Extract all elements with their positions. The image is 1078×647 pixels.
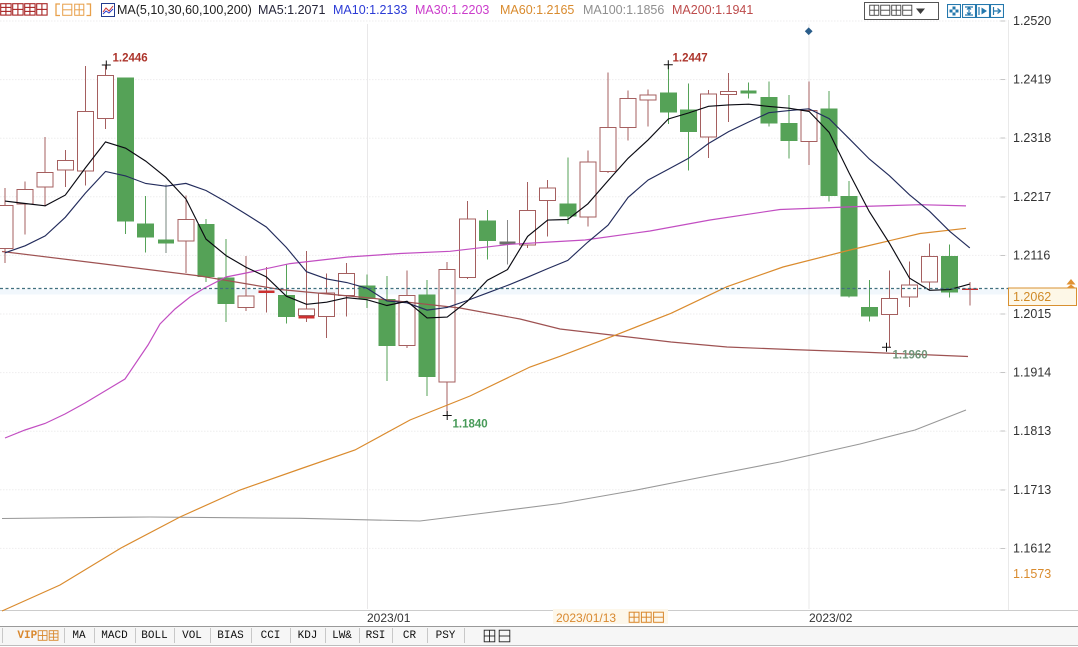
svg-text:1.1713: 1.1713 bbox=[1013, 483, 1051, 497]
svg-text:1.1573: 1.1573 bbox=[1013, 567, 1051, 581]
svg-text:1.2015: 1.2015 bbox=[1013, 307, 1051, 321]
svg-text:1.2318: 1.2318 bbox=[1013, 131, 1051, 145]
svg-text:1.1914: 1.1914 bbox=[1013, 366, 1051, 380]
svg-text:1.2520: 1.2520 bbox=[1013, 14, 1051, 28]
svg-text:1.2062: 1.2062 bbox=[1013, 290, 1051, 304]
svg-text:1.2217: 1.2217 bbox=[1013, 190, 1051, 204]
svg-text:1.2419: 1.2419 bbox=[1013, 73, 1051, 87]
svg-text:1.1612: 1.1612 bbox=[1013, 541, 1051, 555]
svg-text:1.2446: 1.2446 bbox=[113, 53, 148, 65]
svg-text:1.1960: 1.1960 bbox=[893, 350, 928, 362]
svg-text:1.1813: 1.1813 bbox=[1013, 424, 1051, 438]
svg-text:1.1840: 1.1840 bbox=[453, 419, 488, 431]
svg-text:1.2447: 1.2447 bbox=[673, 53, 708, 65]
svg-text:1.2116: 1.2116 bbox=[1013, 248, 1050, 262]
